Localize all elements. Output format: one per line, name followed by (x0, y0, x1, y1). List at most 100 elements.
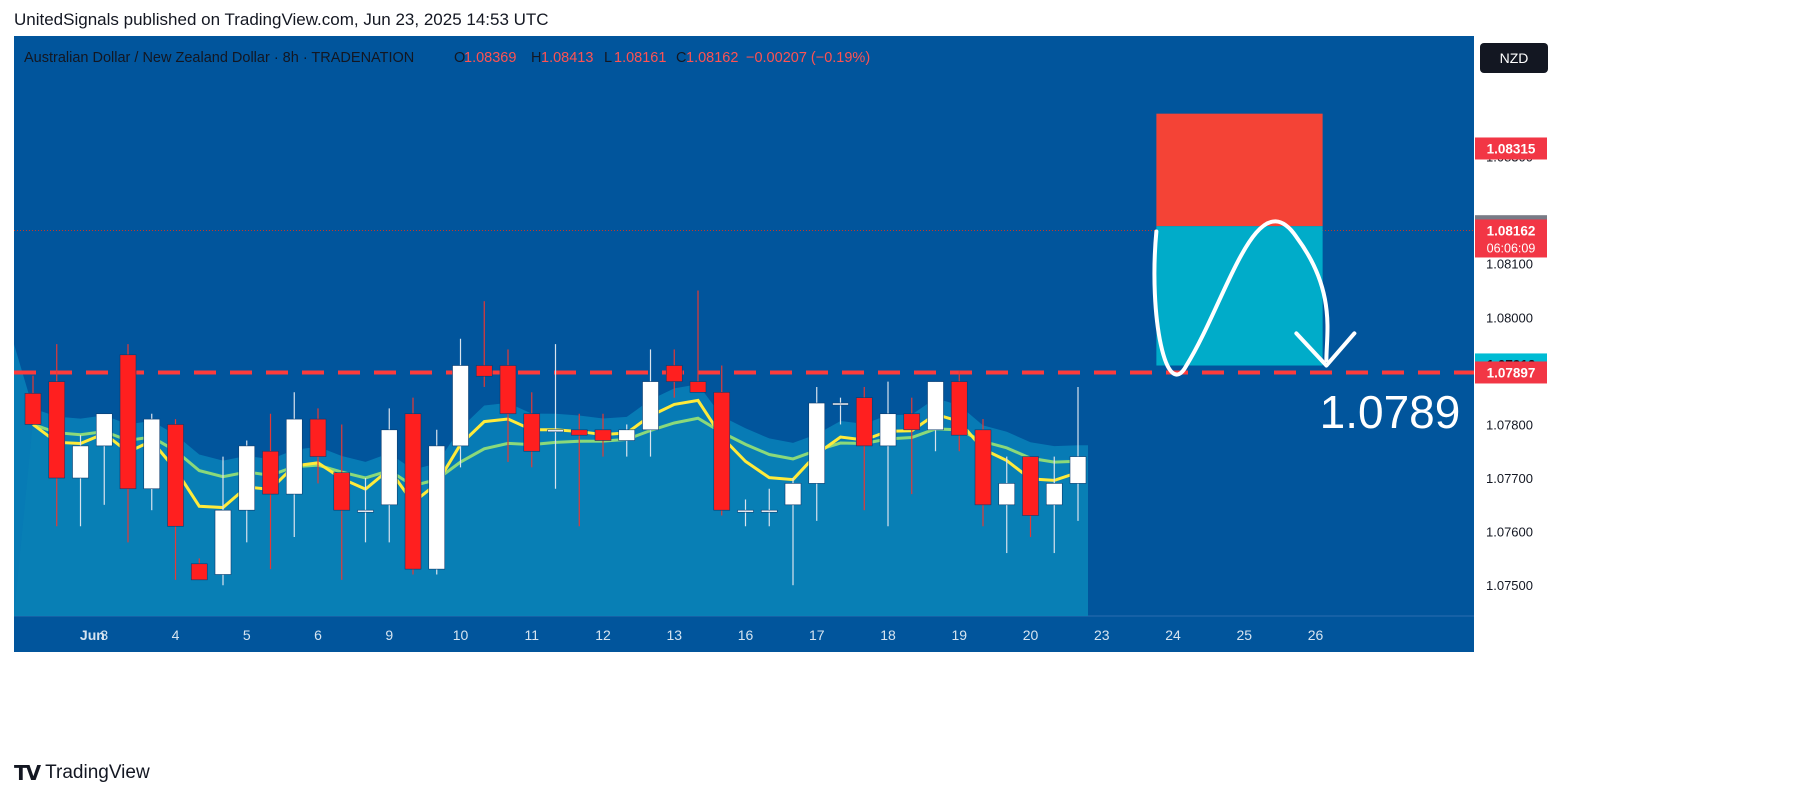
symbol-legend: Australian Dollar / New Zealand Dollar ·… (24, 50, 870, 66)
x-tick-label: 20 (1023, 627, 1039, 643)
time-axis-panel (14, 616, 1474, 652)
y-tick-label: 1.08000 (1486, 310, 1533, 325)
bull-candle (143, 418, 161, 490)
ohlc-label: H (531, 50, 541, 66)
ohlc-label: O (454, 50, 465, 66)
x-tick-label: 23 (1094, 627, 1110, 643)
bear-candle (570, 429, 588, 436)
bull-candle (737, 509, 754, 513)
bear-candle (523, 413, 541, 452)
y-tick-label: 1.07800 (1486, 417, 1533, 432)
bull-candle (428, 445, 446, 570)
x-tick-label: 25 (1236, 627, 1252, 643)
footer-brand[interactable]: TV TradingView (14, 760, 150, 786)
bear-candle (119, 354, 137, 490)
bull-candle (760, 509, 778, 513)
bear-candle (855, 397, 873, 447)
countdown-label: 06:06:09 (1487, 241, 1536, 255)
bear-candle (903, 413, 921, 431)
bull-candle (547, 429, 564, 433)
x-tick-label: 6 (314, 627, 322, 643)
bull-candle (95, 413, 113, 447)
x-tick-label: 4 (172, 627, 180, 643)
price-tag-label: 1.08162 (1487, 223, 1536, 238)
bear-candle (262, 450, 279, 495)
bear-candle (309, 418, 327, 457)
y-tick-label: 1.07500 (1486, 578, 1533, 593)
bull-candle (618, 429, 636, 441)
projection-arrowhead-icon (1294, 331, 1357, 368)
x-tick-label: 11 (524, 627, 539, 643)
stop-loss-zone (1156, 113, 1323, 227)
candles-group (24, 290, 1087, 586)
x-tick-label: 16 (738, 627, 754, 643)
y-tick-label: 1.08100 (1486, 257, 1533, 272)
projection-curve (1152, 219, 1330, 377)
bull-candle (452, 365, 469, 447)
x-tick-label: 13 (666, 627, 682, 643)
bear-candle (48, 381, 66, 479)
bear-candle (404, 413, 422, 570)
price-tag-label: 1.07897 (1487, 365, 1536, 380)
x-tick-label: 12 (595, 627, 611, 643)
bear-candle (665, 365, 683, 382)
x-tick-label: 9 (385, 627, 393, 643)
bull-candle (380, 429, 398, 506)
target-price-annotation: 1.0789 (1320, 386, 1461, 438)
bull-candle (808, 402, 826, 484)
bull-candle (832, 402, 849, 406)
currency-badge-label: NZD (1500, 50, 1529, 66)
y-tick-label: 1.07700 (1486, 471, 1533, 486)
ohlc-value: 1.08369 (464, 50, 516, 66)
bull-candle (998, 483, 1016, 506)
ohlc-value: 1.08161 (614, 50, 666, 66)
bull-candle (214, 509, 232, 575)
bull-candle (879, 413, 897, 447)
take-profit-zone (1156, 226, 1323, 366)
bear-candle (24, 393, 42, 425)
bear-candle (333, 472, 351, 511)
x-tick-label: 17 (809, 627, 825, 643)
bear-candle (167, 424, 184, 527)
bull-candle (238, 445, 256, 511)
bear-candle (475, 365, 493, 377)
currency-badge (1480, 43, 1548, 73)
footer-brand-label: TradingView (45, 762, 150, 783)
x-tick-label: 24 (1165, 627, 1181, 643)
bear-candle (1022, 456, 1039, 516)
bull-candle (1069, 456, 1087, 484)
bear-candle (713, 392, 731, 511)
ohlc-value: 1.08413 (541, 50, 593, 66)
x-tick-label: 19 (951, 627, 967, 643)
bull-candle (72, 445, 89, 479)
bull-candle (285, 418, 303, 495)
x-tick-label: 10 (453, 627, 469, 643)
bull-candle (784, 483, 802, 506)
x-tick-label: 26 (1308, 627, 1324, 643)
price-axis-panel (1474, 36, 1556, 652)
publisher-line: UnitedSignals published on TradingView.c… (14, 10, 549, 29)
x-tick-label: 5 (243, 627, 251, 643)
ohlc-label: C (676, 50, 686, 66)
bear-candle (499, 365, 517, 415)
price-tag (1475, 137, 1547, 160)
price-tag (1475, 361, 1547, 384)
tradingview-logo-icon: TV (14, 761, 41, 785)
bear-candle (950, 381, 968, 436)
price-tag-label: 1.08315 (1487, 141, 1536, 156)
bear-candle (689, 381, 707, 393)
bull-candle (927, 381, 944, 431)
bear-candle (190, 563, 208, 581)
y-tick-label: 1.07600 (1486, 525, 1533, 540)
price-change: −0.00207 (−0.19%) (746, 50, 870, 66)
symbol-info: Australian Dollar / New Zealand Dollar ·… (24, 50, 414, 66)
bull-candle (357, 509, 374, 513)
bear-candle (974, 429, 992, 506)
bear-candle (594, 429, 612, 441)
ohlc-label: L (604, 50, 612, 66)
x-tick-label: 18 (880, 627, 896, 643)
x-tick-label: 3 (100, 627, 108, 643)
bull-candle (1045, 483, 1063, 506)
bull-candle (642, 381, 659, 431)
